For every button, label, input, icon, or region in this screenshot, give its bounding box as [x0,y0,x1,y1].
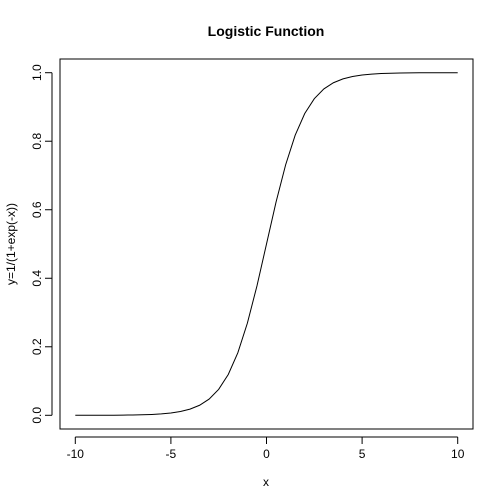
series-layer [75,72,458,416]
y-tick-label: 0.0 [30,407,44,424]
y-axis: 0.0 0.2 0.4 0.6 0.8 1.0 [30,64,53,424]
x-tick-label: 0 [263,447,270,461]
y-tick-label: 1.0 [30,64,44,81]
x-tick-label: -10 [67,447,85,461]
plot-frame [59,58,474,430]
y-tick-label: 0.6 [30,201,44,218]
y-tick-label: 0.4 [30,270,44,287]
y-axis-label: y=1/(1+exp(-x)) [4,203,18,285]
x-axis-label: x [263,475,269,489]
x-tick-label: -5 [166,447,177,461]
y-tick-label: 0.2 [30,338,44,355]
x-tick-label: 10 [451,447,465,461]
chart-title: Logistic Function [208,23,325,39]
y-tick-label: 0.8 [30,133,44,150]
x-tick-label: 5 [359,447,366,461]
x-axis: -10 -5 0 5 10 [67,436,465,461]
logistic-curve [75,72,458,416]
